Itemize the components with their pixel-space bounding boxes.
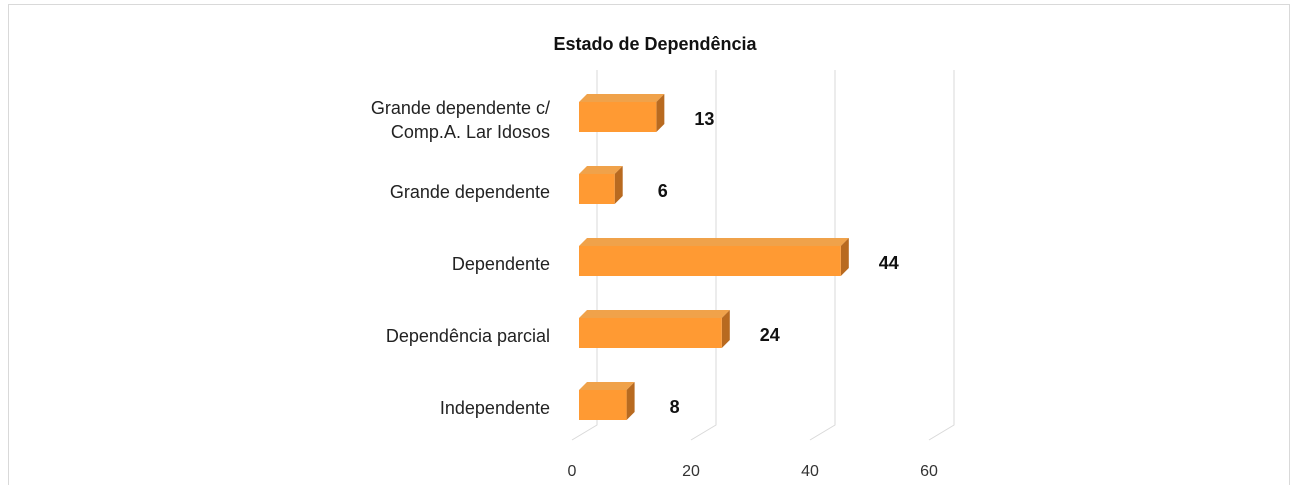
bar-top	[579, 238, 849, 246]
x-tick-label: 0	[568, 463, 577, 480]
bar	[579, 310, 730, 348]
bar-side	[840, 238, 849, 276]
bar-side	[614, 166, 623, 204]
x-tick-label: 60	[920, 463, 938, 480]
bar-top	[579, 382, 635, 390]
bar-top	[579, 166, 623, 174]
bar-top	[579, 310, 730, 318]
chart-title: Estado de Dependência	[553, 34, 757, 54]
bar	[579, 238, 849, 276]
x-tick-label: 20	[682, 463, 700, 480]
y-tick-label: Dependente	[451, 254, 550, 274]
y-tick-label: Grande dependente c/ Comp.A. Lar Idosos	[370, 98, 550, 142]
bar-front	[579, 318, 722, 348]
bar	[579, 94, 665, 132]
bar-side	[656, 94, 665, 132]
bar-front	[579, 246, 841, 276]
value-label: 6	[658, 181, 668, 201]
bar-front	[579, 102, 657, 132]
bar-top	[579, 94, 665, 102]
y-tick-label: Dependência parcial	[385, 326, 550, 346]
grid-line	[809, 70, 836, 441]
value-label: 24	[760, 325, 780, 345]
value-label: 44	[879, 253, 899, 273]
y-tick-label: Independente	[439, 398, 550, 418]
x-tick-label: 40	[801, 463, 819, 480]
bar-side	[626, 382, 635, 420]
grid-line	[928, 70, 955, 441]
bar-front	[579, 390, 627, 420]
grid-line	[690, 70, 717, 441]
bar-side	[721, 310, 730, 348]
value-label: 13	[694, 109, 714, 129]
y-tick-label: Grande dependente	[389, 182, 550, 202]
bar-front	[579, 174, 615, 204]
value-label: 8	[670, 397, 680, 417]
bar	[579, 166, 623, 204]
bar	[579, 382, 635, 420]
